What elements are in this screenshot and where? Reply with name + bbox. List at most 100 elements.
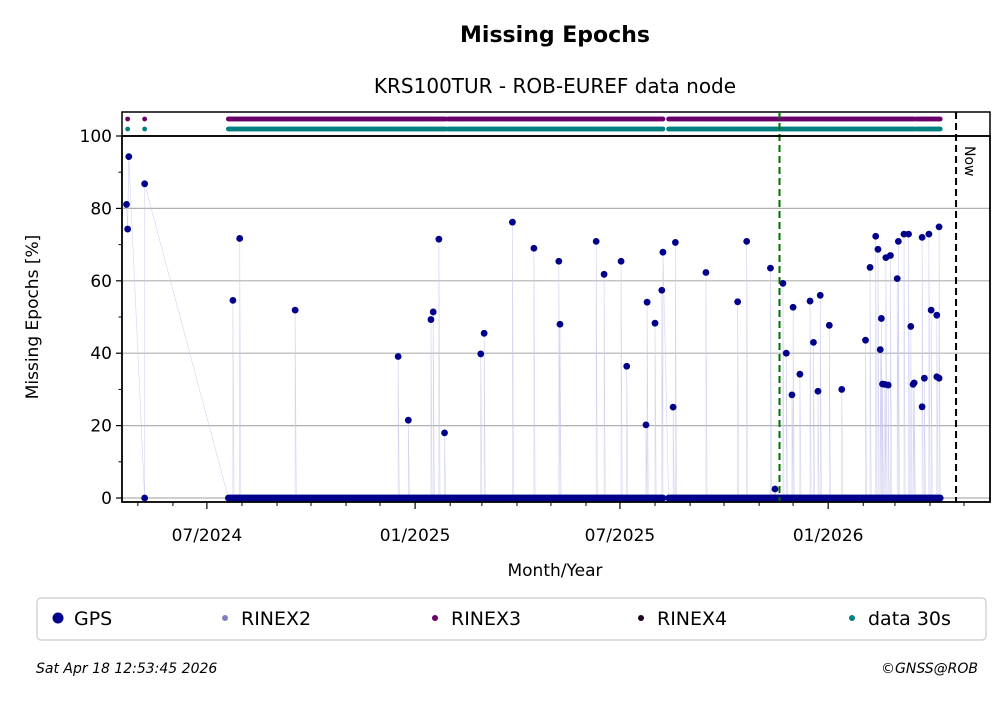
availability-dot-rinex3 — [142, 116, 148, 122]
gps-data-point — [125, 153, 133, 161]
gps-data-point — [876, 346, 884, 353]
plot-frame — [121, 135, 991, 503]
gps-data-point — [427, 316, 435, 323]
gps-data-point — [918, 233, 926, 241]
gps-data-point — [874, 245, 882, 253]
gps-data-point — [229, 296, 237, 304]
gps-data-point — [236, 235, 244, 242]
x-axis-label: Month/Year — [507, 561, 602, 581]
gps-data-point — [642, 421, 650, 429]
x-tick-label: 01/2026 — [793, 526, 864, 546]
gps-data-point — [838, 386, 846, 393]
gps-data-point — [429, 308, 437, 316]
gps-data-point — [789, 303, 797, 311]
gps-data-point — [771, 485, 779, 493]
y-tick-label: 40 — [90, 344, 112, 364]
gps-data-point — [887, 252, 894, 259]
availability-dot-data-30s — [660, 126, 666, 132]
gps-data-point — [659, 248, 667, 256]
legend-marker-rinex4 — [638, 615, 644, 621]
gps-data-point — [927, 306, 935, 314]
gps-data-point — [141, 180, 149, 188]
gps-data-point — [910, 379, 918, 387]
gps-data-point — [404, 416, 412, 424]
x-tick-label: 07/2024 — [172, 526, 243, 546]
gps-data-point — [936, 494, 944, 502]
gps-points — [123, 153, 944, 502]
gps-data-point — [659, 494, 667, 502]
gps-data-point — [643, 298, 651, 306]
gps-data-point — [894, 237, 902, 245]
availability-dot-rinex3 — [660, 116, 666, 122]
chart-title: Missing Epochs — [460, 23, 650, 48]
gps-data-point — [651, 319, 659, 327]
availability-dot-data-30s — [142, 126, 148, 132]
chart-subtitle: KRS100TUR - ROB-EUREF data node — [374, 74, 736, 98]
gps-data-point — [617, 257, 625, 265]
vertical-markers: Now — [778, 112, 977, 502]
gps-data-point — [658, 286, 666, 294]
availability-dot-rinex3 — [937, 116, 943, 122]
availability-dot-data-30s — [937, 126, 943, 132]
legend-marker-rinex2 — [222, 615, 228, 621]
legend-label: RINEX2 — [241, 608, 311, 630]
legend-box — [36, 597, 987, 641]
gps-data-point — [872, 232, 880, 240]
gps-data-point — [124, 225, 132, 233]
gps-data-point — [441, 429, 448, 437]
legend-label: data 30s — [868, 608, 951, 630]
gps-data-point — [734, 298, 742, 306]
now-label: Now — [961, 146, 977, 177]
gps-data-point — [556, 320, 564, 328]
legend: GPS RINEX2 RINEX3 RINEX4 data 30s — [52, 608, 951, 630]
gps-data-point — [862, 336, 869, 344]
legend-marker-data-30s — [849, 615, 855, 621]
footer-copyright: ©GNSS@ROB — [881, 661, 978, 677]
gps-data-point — [918, 403, 926, 411]
gps-data-point — [796, 370, 804, 378]
y-tick-label: 60 — [90, 272, 112, 292]
gps-data-point — [767, 264, 774, 272]
gps-data-point — [925, 230, 933, 238]
gps-data-point — [810, 338, 817, 346]
gps-data-point — [788, 391, 796, 399]
gps-data-point — [877, 315, 885, 322]
gps-data-point — [825, 321, 833, 329]
availability-strip-frame — [121, 111, 991, 137]
gps-data-point — [480, 329, 488, 337]
availability-dot-rinex3 — [125, 116, 131, 122]
legend-marker-gps — [52, 612, 64, 624]
gps-data-point — [623, 362, 631, 370]
gps-data-point — [779, 279, 787, 287]
y-tick-label: 20 — [90, 417, 112, 437]
grid-lines — [122, 135, 990, 499]
gps-data-point — [933, 311, 941, 319]
y-tick-label: 0 — [101, 489, 112, 509]
gps-data-point — [935, 374, 943, 382]
gps-data-point — [600, 270, 608, 278]
gps-data-point — [530, 244, 538, 252]
gps-data-point — [866, 264, 874, 271]
gps-data-point — [702, 269, 710, 276]
legend-label: RINEX3 — [451, 608, 521, 630]
x-tick-label: 01/2025 — [380, 526, 451, 546]
gps-data-point — [816, 291, 824, 299]
gps-data-point — [592, 237, 600, 245]
legend-marker-rinex3 — [432, 615, 438, 621]
gps-data-point — [920, 374, 928, 382]
gps-data-point — [782, 349, 790, 357]
legend-label: GPS — [74, 608, 112, 630]
gps-data-point — [814, 387, 822, 395]
gps-data-point — [905, 230, 912, 238]
gps-data-point — [935, 223, 943, 231]
axes-ticks: 0 20 40 60 80 100 07/2024 01/2025 07/2025 01/2026 — [80, 127, 965, 546]
gps-data-point — [394, 353, 402, 360]
gps-data-point — [669, 403, 677, 411]
gps-data-point — [477, 350, 485, 358]
gps-data-point — [123, 201, 130, 208]
footer-timestamp: Sat Apr 18 12:53:45 2026 — [36, 661, 217, 677]
gps-data-point — [435, 235, 443, 243]
availability-dot-data-30s — [125, 126, 131, 132]
gps-data-point — [743, 237, 751, 245]
